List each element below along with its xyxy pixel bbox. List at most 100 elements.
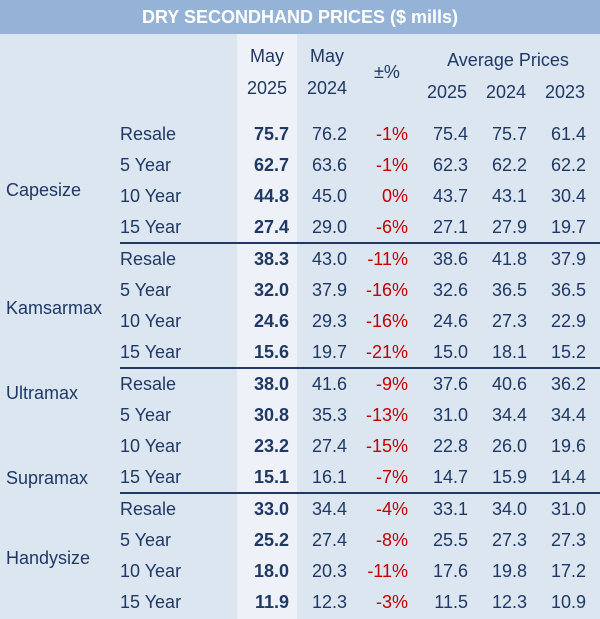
table-row: 15 Year 15.6 19.7 -21% 15.0 18.1 15.2 bbox=[0, 337, 600, 368]
cell-pct-change: -3% bbox=[375, 592, 408, 612]
cell-avg-2024: 12.3 bbox=[491, 592, 527, 612]
vessel-age-label: 10 Year bbox=[120, 311, 182, 331]
cell-may-2025: 24.6 bbox=[253, 311, 289, 331]
cell-may-2025: 25.2 bbox=[253, 530, 289, 550]
cell-avg-2024: 75.7 bbox=[491, 124, 527, 144]
table-row: Resale 38.3 43.0 -11% 38.6 41.8 37.9 bbox=[0, 244, 600, 275]
group-divider bbox=[120, 367, 600, 369]
table-row: 10 Year 44.8 45.0 0% 43.7 43.1 30.4 bbox=[0, 181, 600, 212]
cell-avg-2024: 40.6 bbox=[491, 374, 527, 394]
cell-avg-2024: 34.4 bbox=[491, 405, 527, 425]
cell-avg-2025: 31.0 bbox=[432, 405, 468, 425]
vessel-age-label: 15 Year bbox=[120, 592, 182, 612]
cell-avg-2023: 36.5 bbox=[550, 280, 586, 300]
vessel-age-label: Resale bbox=[120, 249, 177, 269]
cell-avg-2025: 62.3 bbox=[432, 155, 468, 175]
title-bar bbox=[0, 0, 600, 34]
header-may-2024-month: May bbox=[309, 46, 344, 66]
cell-avg-2023: 27.3 bbox=[550, 530, 586, 550]
cell-may-2024: 19.7 bbox=[311, 342, 347, 362]
cell-may-2025: 27.4 bbox=[253, 217, 289, 237]
cell-may-2024: 35.3 bbox=[311, 405, 347, 425]
vessel-age-label: 5 Year bbox=[120, 280, 172, 300]
cell-avg-2025: 24.6 bbox=[432, 311, 468, 331]
vessel-age-label: Resale bbox=[120, 374, 177, 394]
cell-may-2024: 29.3 bbox=[311, 311, 347, 331]
table-row: 5 Year 25.2 27.4 -8% 25.5 27.3 27.3 bbox=[0, 525, 600, 556]
cell-pct-change: -1% bbox=[375, 124, 408, 144]
header-pct-change: ±% bbox=[374, 62, 400, 82]
vessel-age-label: Resale bbox=[120, 124, 177, 144]
cell-pct-change: -16% bbox=[365, 311, 408, 331]
header-may-2025-month: May bbox=[249, 46, 284, 66]
cell-avg-2024: 62.2 bbox=[491, 155, 527, 175]
cell-avg-2025: 15.0 bbox=[432, 342, 468, 362]
header-may-2025-year: 2025 bbox=[246, 78, 288, 98]
cell-pct-change: -21% bbox=[365, 342, 408, 362]
cell-avg-2023: 19.7 bbox=[550, 217, 586, 237]
cell-avg-2025: 17.6 bbox=[432, 561, 468, 581]
table-row: 15 Year 27.4 29.0 -6% 27.1 27.9 19.7 bbox=[0, 212, 600, 243]
cell-avg-2024: 43.1 bbox=[491, 186, 527, 206]
cell-avg-2023: 22.9 bbox=[550, 311, 586, 331]
cell-pct-change: 0% bbox=[381, 186, 408, 206]
vessel-age-label: 10 Year bbox=[120, 186, 182, 206]
vessel-age-label: 15 Year bbox=[120, 217, 182, 237]
cell-avg-2023: 34.4 bbox=[550, 405, 586, 425]
header-may-2024-year: 2024 bbox=[306, 78, 348, 98]
cell-may-2025: 62.7 bbox=[253, 155, 289, 175]
cell-may-2024: 20.3 bbox=[311, 561, 347, 581]
cell-may-2024: 34.4 bbox=[311, 499, 347, 519]
cell-may-2024: 45.0 bbox=[311, 186, 347, 206]
vessel-class-label: Ultramax bbox=[6, 383, 79, 403]
cell-may-2024: 29.0 bbox=[311, 217, 347, 237]
table-row: Resale 38.0 41.6 -9% 37.6 40.6 36.2 bbox=[0, 369, 600, 400]
table-row: 10 Year 24.6 29.3 -16% 24.6 27.3 22.9 bbox=[0, 306, 600, 337]
cell-avg-2024: 19.8 bbox=[491, 561, 527, 581]
cell-avg-2024: 27.3 bbox=[491, 530, 527, 550]
header-average-prices: Average Prices bbox=[447, 50, 569, 70]
cell-avg-2024: 27.9 bbox=[491, 217, 527, 237]
cell-pct-change: -11% bbox=[367, 561, 408, 581]
cell-avg-2024: 41.8 bbox=[491, 249, 527, 269]
cell-may-2024: 43.0 bbox=[311, 249, 347, 269]
cell-may-2024: 27.4 bbox=[311, 436, 347, 456]
cell-may-2025: 33.0 bbox=[253, 499, 289, 519]
cell-avg-2025: 22.8 bbox=[432, 436, 468, 456]
cell-may-2025: 23.2 bbox=[253, 436, 289, 456]
vessel-age-label: 5 Year bbox=[120, 530, 172, 550]
cell-pct-change: -16% bbox=[365, 280, 408, 300]
vessel-class-label: Supramax bbox=[6, 468, 89, 488]
table-row: 5 Year 62.7 63.6 -1% 62.3 62.2 62.2 bbox=[0, 150, 600, 181]
table-row: 15 Year 11.9 12.3 -3% 11.5 12.3 10.9 bbox=[0, 587, 600, 618]
cell-pct-change: -9% bbox=[375, 374, 408, 394]
group-divider bbox=[120, 242, 600, 244]
cell-avg-2024: 15.9 bbox=[491, 467, 527, 487]
cell-may-2025: 11.9 bbox=[254, 592, 289, 612]
cell-may-2025: 30.8 bbox=[253, 405, 289, 425]
cell-avg-2025: 38.6 bbox=[432, 249, 468, 269]
cell-avg-2023: 62.2 bbox=[550, 155, 586, 175]
cell-avg-2025: 14.7 bbox=[432, 467, 468, 487]
cell-pct-change: -1% bbox=[375, 155, 408, 175]
table-title: DRY SECONDHAND PRICES ($ mills) bbox=[141, 7, 459, 27]
cell-may-2025: 15.1 bbox=[253, 467, 289, 487]
header-avg-2023: 2023 bbox=[544, 82, 586, 102]
vessel-age-label: 15 Year bbox=[120, 342, 182, 362]
vessel-age-label: 10 Year bbox=[120, 561, 182, 581]
table-row: Resale 75.7 76.2 -1% 75.4 75.7 61.4 bbox=[0, 119, 600, 150]
header-avg-2025: 2025 bbox=[426, 82, 468, 102]
header-avg-2024: 2024 bbox=[485, 82, 527, 102]
cell-pct-change: -7% bbox=[375, 467, 408, 487]
group-divider bbox=[120, 492, 600, 494]
cell-may-2025: 18.0 bbox=[253, 561, 289, 581]
cell-avg-2024: 34.0 bbox=[491, 499, 527, 519]
cell-avg-2024: 27.3 bbox=[491, 311, 527, 331]
vessel-age-label: 5 Year bbox=[120, 405, 172, 425]
cell-may-2025: 38.0 bbox=[253, 374, 289, 394]
cell-may-2024: 37.9 bbox=[311, 280, 347, 300]
vessel-class-label: Handysize bbox=[6, 548, 91, 568]
cell-may-2025: 32.0 bbox=[253, 280, 289, 300]
vessel-age-label: 10 Year bbox=[120, 436, 182, 456]
cell-avg-2025: 33.1 bbox=[432, 499, 468, 519]
